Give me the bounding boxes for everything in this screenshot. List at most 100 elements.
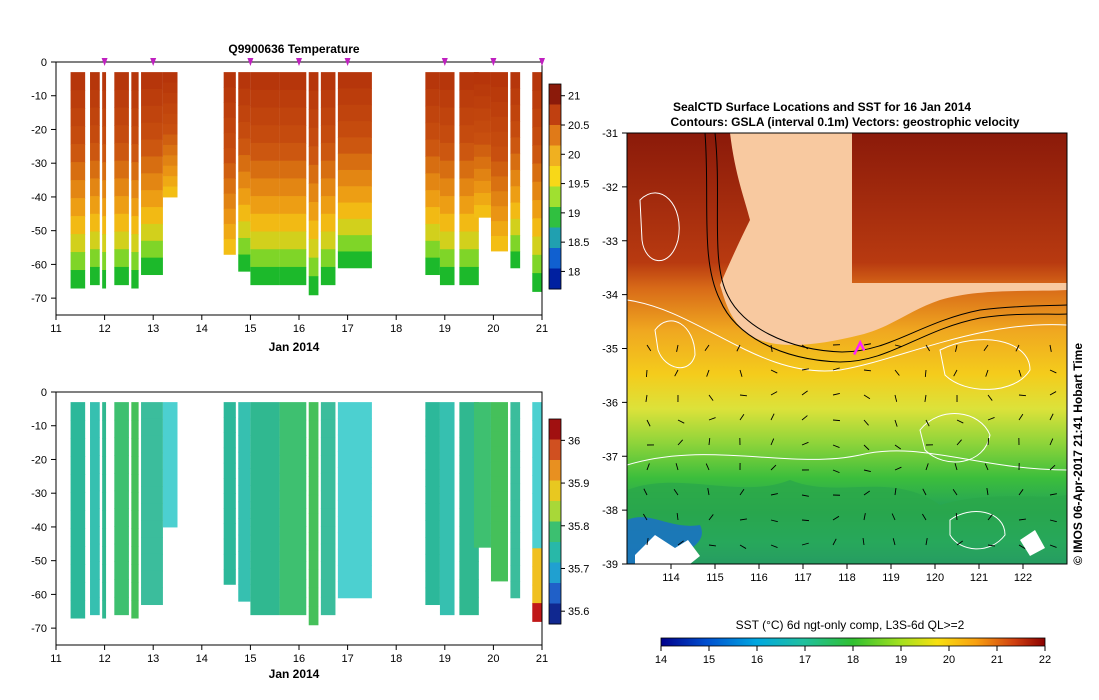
profile-cell [141, 207, 163, 225]
profile-cell [490, 72, 508, 88]
sst-colorbar-tick-label: 16 [751, 654, 763, 666]
profile-cell [141, 587, 163, 606]
profile-cell [162, 495, 178, 507]
x-tick-label: 15 [244, 323, 256, 335]
profile-cell [532, 273, 542, 292]
y-tick-label: -30 [31, 158, 47, 170]
colorbar-cell [549, 125, 561, 131]
bathymetry-line [704, 133, 1067, 363]
profile-cell [439, 596, 455, 616]
velocity-arrow [924, 394, 927, 402]
gsla-contour [939, 339, 1031, 390]
profile-cell [490, 417, 508, 433]
profile-cell [102, 582, 107, 601]
velocity-arrow [801, 368, 809, 371]
profile-cell [308, 606, 319, 626]
profile-cell [141, 122, 163, 141]
velocity-arrow [863, 419, 869, 426]
profile-cell [141, 435, 163, 454]
profile-cell [337, 451, 372, 468]
colorbar-cell [549, 145, 561, 152]
profile-cell [131, 582, 139, 601]
velocity-arrow [646, 463, 650, 471]
profile-cell [114, 89, 129, 109]
profile-cell [131, 528, 139, 547]
profile-cell [102, 546, 107, 565]
velocity-arrow [705, 463, 710, 471]
profile-cell [279, 402, 307, 421]
colorbar-cell [549, 171, 561, 177]
bathymetry-line [714, 133, 1067, 353]
profile-cell [90, 402, 100, 421]
profile-cell [90, 89, 100, 109]
profile-cell [250, 490, 280, 509]
velocity-arrow [646, 538, 649, 546]
colorbar-cell [549, 201, 561, 208]
profile-cell [473, 84, 491, 97]
profile-marker [344, 58, 351, 66]
colorbar-cell [549, 160, 561, 167]
map-x-tick-label: 118 [838, 572, 856, 584]
profile-cell [510, 402, 521, 419]
colorbar-frame [548, 418, 562, 625]
profile-cell [490, 491, 508, 507]
profile-cell [337, 516, 372, 534]
velocity-arrow [832, 419, 841, 422]
profile-cell [162, 176, 178, 188]
profile-cell [70, 126, 86, 145]
profile-cell [70, 216, 86, 235]
velocity-arrow [643, 488, 648, 496]
profile-cell [279, 89, 307, 109]
colorbar-cell [549, 531, 561, 538]
profile-cell [337, 434, 372, 452]
profile-cell [102, 600, 107, 619]
profile-cell [70, 582, 86, 601]
colorbar-cell [549, 562, 561, 569]
profile-cell [425, 452, 440, 471]
profile-cell [279, 455, 307, 474]
profile-cell [473, 522, 491, 536]
profile-cell [102, 234, 107, 253]
profile-cell [70, 528, 86, 547]
profile-cell [70, 162, 86, 181]
velocity-arrow [984, 463, 989, 471]
profile-cell [131, 474, 139, 493]
profile-cell [102, 162, 107, 181]
profile-cell [70, 510, 86, 529]
profile-cell [532, 236, 542, 256]
profile-cell [473, 192, 491, 206]
profile-cell [238, 418, 251, 436]
profile-cell [70, 600, 86, 619]
profile-cell [439, 231, 455, 250]
profile-cell [439, 107, 455, 126]
profile-cell [250, 508, 280, 527]
profile-cell [250, 266, 280, 286]
colorbar-cell [549, 434, 561, 440]
colorbar-tick-label: 35.8 [568, 521, 589, 533]
map-y-tick-label: -34 [602, 290, 618, 302]
profile-cell [308, 109, 319, 129]
profile-cell [532, 511, 542, 531]
temperature-y-ticks: 0 -10 -20 -30 -40 -50 -60 -70 [31, 57, 56, 305]
x-tick-label: 11 [50, 653, 61, 665]
profile-cell [439, 419, 455, 439]
profile-cell [223, 553, 236, 570]
velocity-arrow [863, 490, 871, 496]
colorbar-cell [549, 84, 561, 90]
profile-cell [90, 561, 100, 580]
profile-cell [90, 213, 100, 233]
profile-cell [490, 536, 508, 552]
profile-cell [459, 249, 479, 268]
profile-cell [320, 455, 336, 474]
colorbar-cell [549, 608, 561, 615]
profile-cell [102, 252, 107, 271]
profile-cell [473, 132, 491, 146]
velocity-arrow [1049, 391, 1057, 396]
velocity-arrow [894, 419, 898, 427]
colorbar-cell [549, 521, 561, 528]
profile-cell [320, 160, 336, 179]
profile-cell [238, 188, 251, 206]
profile-cell [490, 131, 508, 148]
profile-marker [247, 58, 254, 66]
colorbar-cell [549, 166, 561, 172]
